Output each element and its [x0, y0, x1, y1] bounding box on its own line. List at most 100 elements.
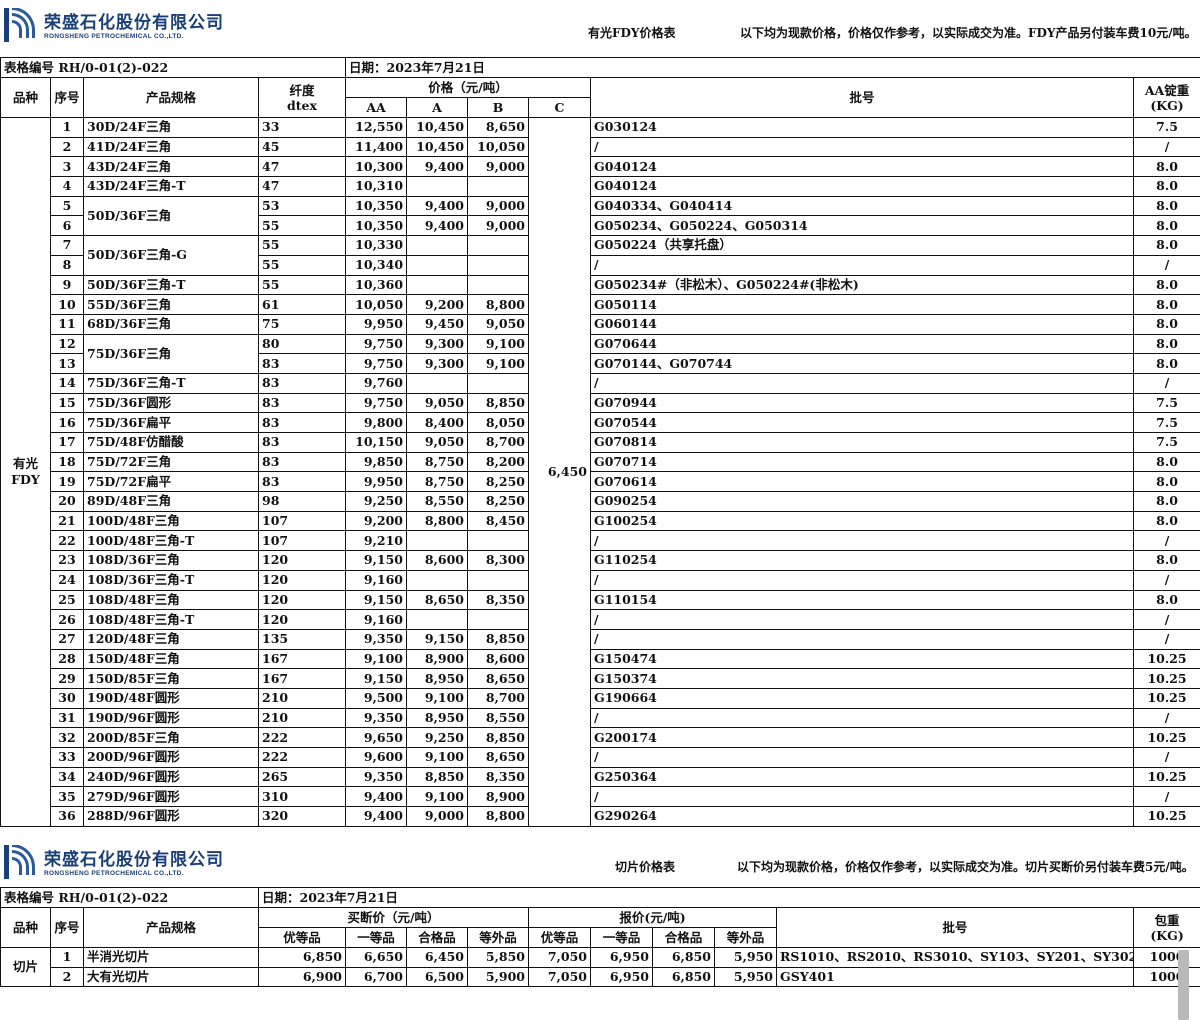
- batch-number: /: [590, 707, 1135, 729]
- row-number: 1: [50, 117, 84, 138]
- batch-number: G050234#（非松木）、G050224#(非松木): [590, 274, 1135, 296]
- product-spec: 288D/96F圆形: [83, 806, 259, 827]
- aa-weight: 8.0: [1133, 294, 1200, 315]
- buyout-price: 6,900: [258, 966, 347, 987]
- product-spec: 100D/48F三角-T: [83, 530, 259, 552]
- batch-number: G030124: [590, 117, 1135, 138]
- dtex-value: 107: [257, 530, 347, 552]
- table-row: 22 100D/48F三角-T 107 9,210 //: [1, 530, 1200, 552]
- aa-weight: 8.0: [1133, 176, 1200, 197]
- aa-weight: /: [1133, 609, 1200, 630]
- table-row: 23 108D/36F三角 120 9,150 8,600 8,300 G110254 8.0: [1, 550, 1200, 571]
- price-a: 8,750: [406, 451, 469, 473]
- price-aa: 9,210: [345, 530, 408, 552]
- aa-weight: 8.0: [1133, 471, 1200, 493]
- price-b: 8,450: [467, 510, 530, 532]
- header-spec: 产品规格: [82, 907, 260, 948]
- price-aa: 9,160: [345, 609, 408, 630]
- batch-number: G050114: [590, 294, 1135, 315]
- table-row: 12 75D/36F三角 80 9,750 9,300 9,100 G070644 8.0: [1, 333, 1200, 374]
- price-aa: 10,360: [345, 274, 408, 296]
- table-row: 29 150D/85F三角 167 9,150 8,950 8,650 G150374 10.…: [1, 668, 1200, 689]
- price-aa: 9,600: [345, 747, 408, 768]
- company-name-cn: 荣盛石化股份有限公司: [44, 850, 224, 870]
- product-spec: 55D/36F三角: [83, 294, 259, 315]
- price-aa: 10,150: [345, 432, 408, 453]
- price-b: 9,000: [467, 195, 530, 217]
- product-spec: 75D/36F三角: [83, 333, 259, 374]
- batch-number: G070144、G070744: [590, 353, 1135, 374]
- dtex-value: 83: [257, 471, 347, 493]
- rongsheng-logo-icon: [4, 8, 35, 42]
- table-row: 34 240D/96F圆形 265 9,350 8,850 8,350 G250364 10.…: [1, 766, 1200, 788]
- quote-price: 6,950: [590, 966, 654, 987]
- price-a: 9,100: [406, 687, 469, 709]
- product-spec: 120D/48F三角: [83, 628, 259, 650]
- price-a: 8,650: [406, 589, 469, 611]
- row-number: 30: [50, 687, 84, 709]
- header-grade-b: B: [467, 97, 530, 118]
- aa-weight: 7.5: [1133, 392, 1200, 414]
- price-aa: 10,300: [345, 156, 408, 178]
- price-a: 9,200: [406, 294, 469, 315]
- price-b: [467, 530, 530, 552]
- batch-number: G070544: [590, 412, 1135, 433]
- price-b: 9,000: [467, 156, 530, 178]
- product-spec: 150D/48F三角: [83, 648, 259, 670]
- price-b: [467, 274, 530, 296]
- product-spec: 75D/36F扁平: [83, 412, 259, 433]
- batch-number: /: [590, 254, 1135, 276]
- row-number: 18: [50, 451, 84, 473]
- table-row: 24 108D/36F三角-T 120 9,160 //: [1, 569, 1200, 591]
- quote-price: 6,950: [590, 947, 654, 968]
- row-number: 22: [50, 530, 84, 552]
- aa-weight: 10.25: [1133, 806, 1200, 827]
- dtex-value: 55: [257, 215, 347, 237]
- table-row: 4 43D/24F三角-T 47 10,310 G040124 8.0: [1, 176, 1200, 197]
- price-a: [406, 372, 469, 394]
- row-number: 11: [50, 313, 84, 335]
- aa-weight: 8.0: [1133, 550, 1200, 571]
- row-number: 31: [50, 707, 84, 729]
- batch-number: G070714: [590, 451, 1135, 473]
- table-row: 11 68D/36F三角 75 9,950 9,450 9,050 G060144 8.0: [1, 313, 1200, 335]
- price-a: [406, 254, 469, 276]
- header-grade: 优等品: [258, 927, 347, 948]
- dtex-value: 55: [257, 254, 347, 276]
- scrollbar-thumb[interactable]: [1178, 950, 1189, 1020]
- table-row: 10 55D/36F三角 61 10,050 9,200 8,800 G050114 8.0: [1, 294, 1200, 315]
- price-b: [467, 176, 530, 197]
- price-b: 8,850: [467, 628, 530, 650]
- price-aa: 10,310: [345, 176, 408, 197]
- aa-weight: /: [1133, 254, 1200, 276]
- price-aa: 9,150: [345, 589, 408, 611]
- dtex-value: 98: [257, 491, 347, 512]
- price-a: 8,800: [406, 510, 469, 532]
- price-b: 8,200: [467, 451, 530, 473]
- price-a: 9,050: [406, 432, 469, 453]
- price-aa: 9,150: [345, 550, 408, 571]
- table-row: 33 200D/96F圆形 222 9,600 9,100 8,650 //: [1, 747, 1200, 768]
- price-b: 8,600: [467, 648, 530, 670]
- aa-weight: 7.5: [1133, 412, 1200, 433]
- row-number: 8: [50, 254, 84, 276]
- dtex-value: 33: [257, 117, 347, 138]
- row-number: 2: [50, 136, 84, 158]
- dtex-value: 135: [257, 628, 347, 650]
- fdy-note: 以下均为现款价格，价格仅作参考，以实际成交为准。FDY产品另付装车费10元/吨。: [740, 26, 1197, 40]
- price-a: 10,450: [406, 136, 469, 158]
- batch-number: /: [590, 747, 1135, 768]
- table-row: 9 50D/36F三角-T 55 10,360 G050234#（非松木）、G05022…: [1, 274, 1200, 296]
- batch-number: G070944: [590, 392, 1135, 414]
- header-dtex: 纤度 dtex: [257, 77, 347, 118]
- dtex-value: 83: [257, 412, 347, 433]
- dtex-value: 83: [257, 353, 347, 374]
- price-a: 9,250: [406, 727, 469, 748]
- header-grade: 等外品: [467, 927, 530, 948]
- price-b: 8,550: [467, 707, 530, 729]
- rongsheng-logo-icon: [4, 845, 35, 879]
- price-b: [467, 609, 530, 630]
- batch-number: G150374: [590, 668, 1135, 689]
- price-a: 9,100: [406, 747, 469, 768]
- price-aa: 11,400: [345, 136, 408, 158]
